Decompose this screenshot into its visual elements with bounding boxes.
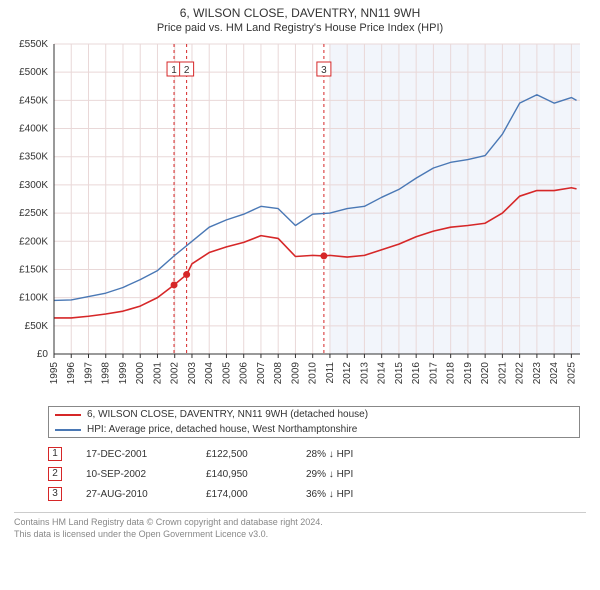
xtick-label: 2007 <box>256 362 267 385</box>
legend-row: HPI: Average price, detached house, West… <box>49 422 579 437</box>
legend-label: HPI: Average price, detached house, West… <box>87 424 357 435</box>
legend: 6, WILSON CLOSE, DAVENTRY, NN11 9WH (det… <box>48 406 580 438</box>
ytick-label: £200K <box>19 236 48 247</box>
ytick-label: £500K <box>19 67 48 78</box>
ytick-label: £350K <box>19 152 48 163</box>
footer-line-1: Contains HM Land Registry data © Crown c… <box>14 517 586 529</box>
event-hpi: 29% ↓ HPI <box>306 469 406 480</box>
xtick-label: 2018 <box>446 362 457 385</box>
xtick-label: 2005 <box>221 362 232 385</box>
xtick-label: 1998 <box>101 362 112 385</box>
event-row: 1 17-DEC-2001£122,50028% ↓ HPI <box>48 444 580 464</box>
xtick-label: 2004 <box>204 362 215 385</box>
xtick-label: 2024 <box>549 362 560 385</box>
event-hpi: 28% ↓ HPI <box>306 449 406 460</box>
event-marker-box: 3 <box>321 65 327 76</box>
legend-swatch <box>55 414 81 416</box>
event-index-box: 2 <box>48 467 62 481</box>
xtick-label: 2023 <box>532 362 543 385</box>
chart-svg: £0 £50K £100K £150K £200K £250K £300K £350K £400… <box>10 38 590 400</box>
chart-area: £0 £50K £100K £150K £200K £250K £300K £350K £400… <box>10 38 590 400</box>
event-price: £122,500 <box>206 449 306 460</box>
event-price: £174,000 <box>206 489 306 500</box>
ytick-label: £0 <box>37 349 49 360</box>
xtick-label: 2011 <box>325 362 336 384</box>
xtick-label: 2008 <box>273 362 284 385</box>
event-row: 2 10-SEP-2002£140,95029% ↓ HPI <box>48 464 580 484</box>
event-marker-box: 1 <box>171 65 177 76</box>
xtick-label: 2003 <box>187 362 198 385</box>
xtick-label: 2015 <box>394 362 405 385</box>
xtick-label: 2016 <box>411 362 422 385</box>
event-date: 27-AUG-2010 <box>86 489 206 500</box>
xtick-label: 1996 <box>66 362 77 385</box>
event-date: 10-SEP-2002 <box>86 469 206 480</box>
legend-swatch <box>55 429 81 431</box>
footer-line-2: This data is licensed under the Open Gov… <box>14 529 586 541</box>
xtick-label: 2006 <box>239 362 250 385</box>
event-marker-box: 2 <box>184 65 190 76</box>
ytick-label: £450K <box>19 95 48 106</box>
event-price: £140,950 <box>206 469 306 480</box>
xtick-label: 2010 <box>308 362 319 385</box>
xtick-label: 2012 <box>342 362 353 385</box>
ytick-label: £400K <box>19 124 48 135</box>
xtick-label: 2013 <box>359 362 370 385</box>
ytick-label: £550K <box>19 39 48 50</box>
ytick-label: £50K <box>25 321 49 332</box>
xtick-label: 1999 <box>118 362 129 385</box>
xtick-label: 2022 <box>515 362 526 385</box>
xtick-label: 2002 <box>170 362 181 385</box>
ytick-label: £300K <box>19 180 48 191</box>
ytick-label: £250K <box>19 208 48 219</box>
chart-title: 6, WILSON CLOSE, DAVENTRY, NN11 9WH <box>0 0 600 20</box>
xtick-label: 2009 <box>290 362 301 385</box>
events-table: 1 17-DEC-2001£122,50028% ↓ HPI 2 10-SEP-200… <box>48 444 580 504</box>
legend-row: 6, WILSON CLOSE, DAVENTRY, NN11 9WH (det… <box>49 407 579 422</box>
event-index-box: 1 <box>48 447 62 461</box>
xtick-label: 2014 <box>377 362 388 385</box>
xtick-label: 2020 <box>480 362 491 385</box>
event-row: 3 27-AUG-2010£174,00036% ↓ HPI <box>48 484 580 504</box>
xtick-label: 2021 <box>497 362 508 385</box>
footer: Contains HM Land Registry data © Crown c… <box>14 512 586 540</box>
ytick-label: £150K <box>19 264 48 275</box>
xtick-label: 1995 <box>49 362 60 385</box>
chart-subtitle: Price paid vs. HM Land Registry's House … <box>0 20 600 38</box>
xtick-label: 1997 <box>83 362 94 385</box>
xtick-label: 2019 <box>463 362 474 385</box>
xtick-label: 2000 <box>135 362 146 385</box>
ytick-label: £100K <box>19 293 48 304</box>
legend-label: 6, WILSON CLOSE, DAVENTRY, NN11 9WH (det… <box>87 409 368 420</box>
event-hpi: 36% ↓ HPI <box>306 489 406 500</box>
xtick-label: 2025 <box>566 362 577 385</box>
xtick-label: 2017 <box>428 362 439 385</box>
xtick-label: 2001 <box>152 362 163 385</box>
event-date: 17-DEC-2001 <box>86 449 206 460</box>
event-index-box: 3 <box>48 487 62 501</box>
